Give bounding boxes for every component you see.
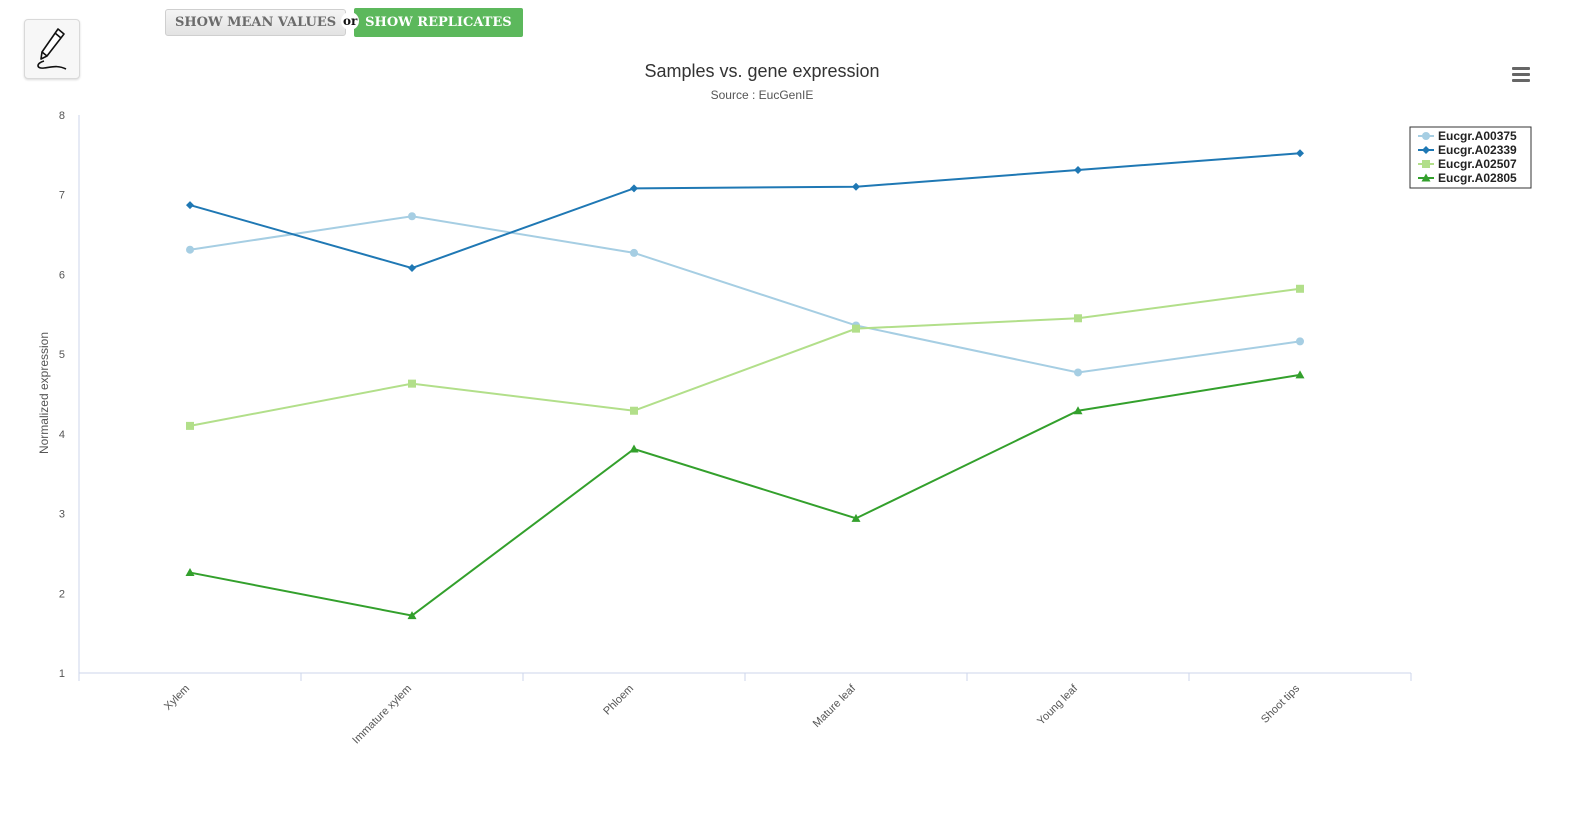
legend-item[interactable]: Eucgr.A02339 (1418, 143, 1517, 157)
data-point[interactable] (1074, 166, 1082, 175)
series-line[interactable] (189, 373, 1301, 617)
series-Eucgr.A02339 (186, 149, 1304, 273)
data-point[interactable] (851, 513, 861, 522)
legend-item[interactable]: Eucgr.A02805 (1418, 171, 1517, 185)
data-point[interactable] (1074, 314, 1082, 323)
y-tick-label: 3 (59, 509, 65, 521)
data-point[interactable] (407, 611, 417, 620)
data-point[interactable] (1296, 284, 1304, 293)
data-point[interactable] (629, 444, 639, 453)
x-axis-ticks (78, 673, 1412, 681)
x-tick-label: Phloem (601, 683, 636, 718)
series-Eucgr.A00375 (186, 212, 1304, 377)
x-axis-labels: Xylem Immature xylem Phloem Mature leaf Youn… (162, 682, 1302, 746)
legend-item[interactable]: Eucgr.A00375 (1418, 129, 1517, 143)
x-tick-label: Immature xylem (350, 683, 414, 747)
legend-marker[interactable] (1422, 146, 1430, 154)
data-point[interactable] (1074, 368, 1082, 377)
pencil-icon (37, 28, 67, 70)
data-point[interactable] (408, 212, 416, 221)
view-toggle: SHOW MEAN VALUES or SHOW REPLICATES (165, 8, 523, 37)
y-axis-labels: 1 2 3 4 5 6 7 8 (59, 110, 65, 680)
y-tick-label: 6 (59, 269, 65, 281)
show-mean-values-button[interactable]: SHOW MEAN VALUES (165, 9, 347, 36)
data-point[interactable] (408, 264, 416, 273)
legend-label: Eucgr.A02507 (1438, 157, 1517, 171)
data-point[interactable] (185, 568, 195, 577)
data-point[interactable] (1296, 149, 1304, 158)
legend-marker[interactable] (1421, 173, 1431, 182)
legend[interactable]: Eucgr.A00375Eucgr.A02339Eucgr.A02507Eucg… (1409, 126, 1532, 189)
series-Eucgr.A02805 (185, 370, 1305, 620)
y-tick-label: 5 (59, 349, 65, 361)
data-point[interactable] (630, 184, 638, 193)
or-separator: or (341, 11, 360, 30)
chart-title: Samples vs. gene expression (644, 61, 879, 81)
legend-marker[interactable] (1422, 160, 1430, 168)
series-line[interactable] (189, 215, 1301, 374)
edit-button[interactable] (24, 19, 80, 79)
data-point[interactable] (852, 182, 860, 191)
y-tick-label: 4 (59, 429, 65, 441)
data-point[interactable] (186, 245, 194, 254)
series-layer (185, 149, 1305, 620)
data-point[interactable] (186, 201, 194, 210)
data-point[interactable] (186, 421, 194, 430)
series-Eucgr.A02507 (186, 284, 1304, 430)
data-point[interactable] (408, 379, 416, 388)
x-tick-label: Shoot tips (1259, 682, 1302, 725)
x-tick-label: Young leaf (1035, 682, 1081, 728)
chart-subtitle: Source : EucGenIE (711, 88, 814, 102)
data-point[interactable] (1295, 370, 1305, 379)
y-tick-label: 2 (59, 588, 65, 600)
data-point[interactable] (630, 406, 638, 415)
y-axis-title: Normalized expression (37, 332, 51, 454)
hamburger-menu-icon[interactable] (1508, 64, 1534, 86)
legend-label: Eucgr.A00375 (1438, 129, 1517, 143)
y-tick-label: 7 (59, 190, 65, 202)
y-tick-label: 8 (59, 110, 65, 122)
series-line[interactable] (189, 152, 1301, 270)
legend-marker[interactable] (1422, 132, 1430, 140)
legend-item[interactable]: Eucgr.A02507 (1418, 157, 1517, 171)
data-point[interactable] (630, 248, 638, 257)
y-tick-label: 1 (59, 668, 65, 680)
data-point[interactable] (1296, 337, 1304, 346)
legend-label: Eucgr.A02805 (1438, 171, 1517, 185)
legend-label: Eucgr.A02339 (1438, 143, 1517, 157)
series-line[interactable] (189, 287, 1301, 427)
data-point[interactable] (1073, 406, 1083, 415)
x-tick-label: Xylem (162, 683, 192, 713)
show-replicates-button[interactable]: SHOW REPLICATES (354, 8, 523, 37)
x-tick-label: Mature leaf (811, 682, 859, 730)
data-point[interactable] (852, 324, 860, 333)
